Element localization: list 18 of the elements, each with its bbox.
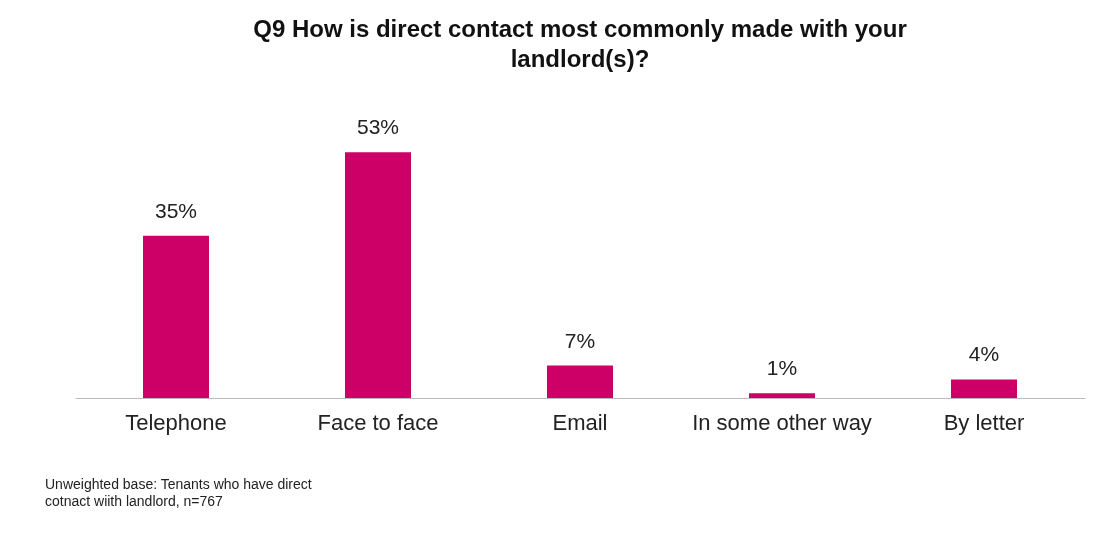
- x-tick-label: In some other way: [692, 409, 872, 435]
- text: Unweighted base: Tenants who have direct: [45, 476, 312, 492]
- x-tick-label: Telephone: [125, 409, 227, 435]
- bar: [345, 152, 411, 398]
- data-label: 35%: [154, 198, 198, 222]
- data-label: 1%: [766, 356, 798, 380]
- x-tick-label: By letter: [943, 409, 1025, 435]
- data-label: 4%: [968, 342, 1000, 366]
- x-tick-label: Email: [552, 409, 608, 435]
- x-tick-label: Face to face: [317, 409, 439, 435]
- data-label: 7%: [564, 328, 596, 352]
- bar: [951, 379, 1017, 398]
- data-label: 53%: [356, 115, 400, 139]
- chart-title: Q9 How is direct contact most commonly made with your landlord(s)?: [253, 15, 907, 73]
- bar: [749, 393, 815, 398]
- bar: [547, 365, 613, 398]
- bar: [143, 235, 209, 398]
- text: cotnact wiith landlord, n=767: [45, 493, 224, 509]
